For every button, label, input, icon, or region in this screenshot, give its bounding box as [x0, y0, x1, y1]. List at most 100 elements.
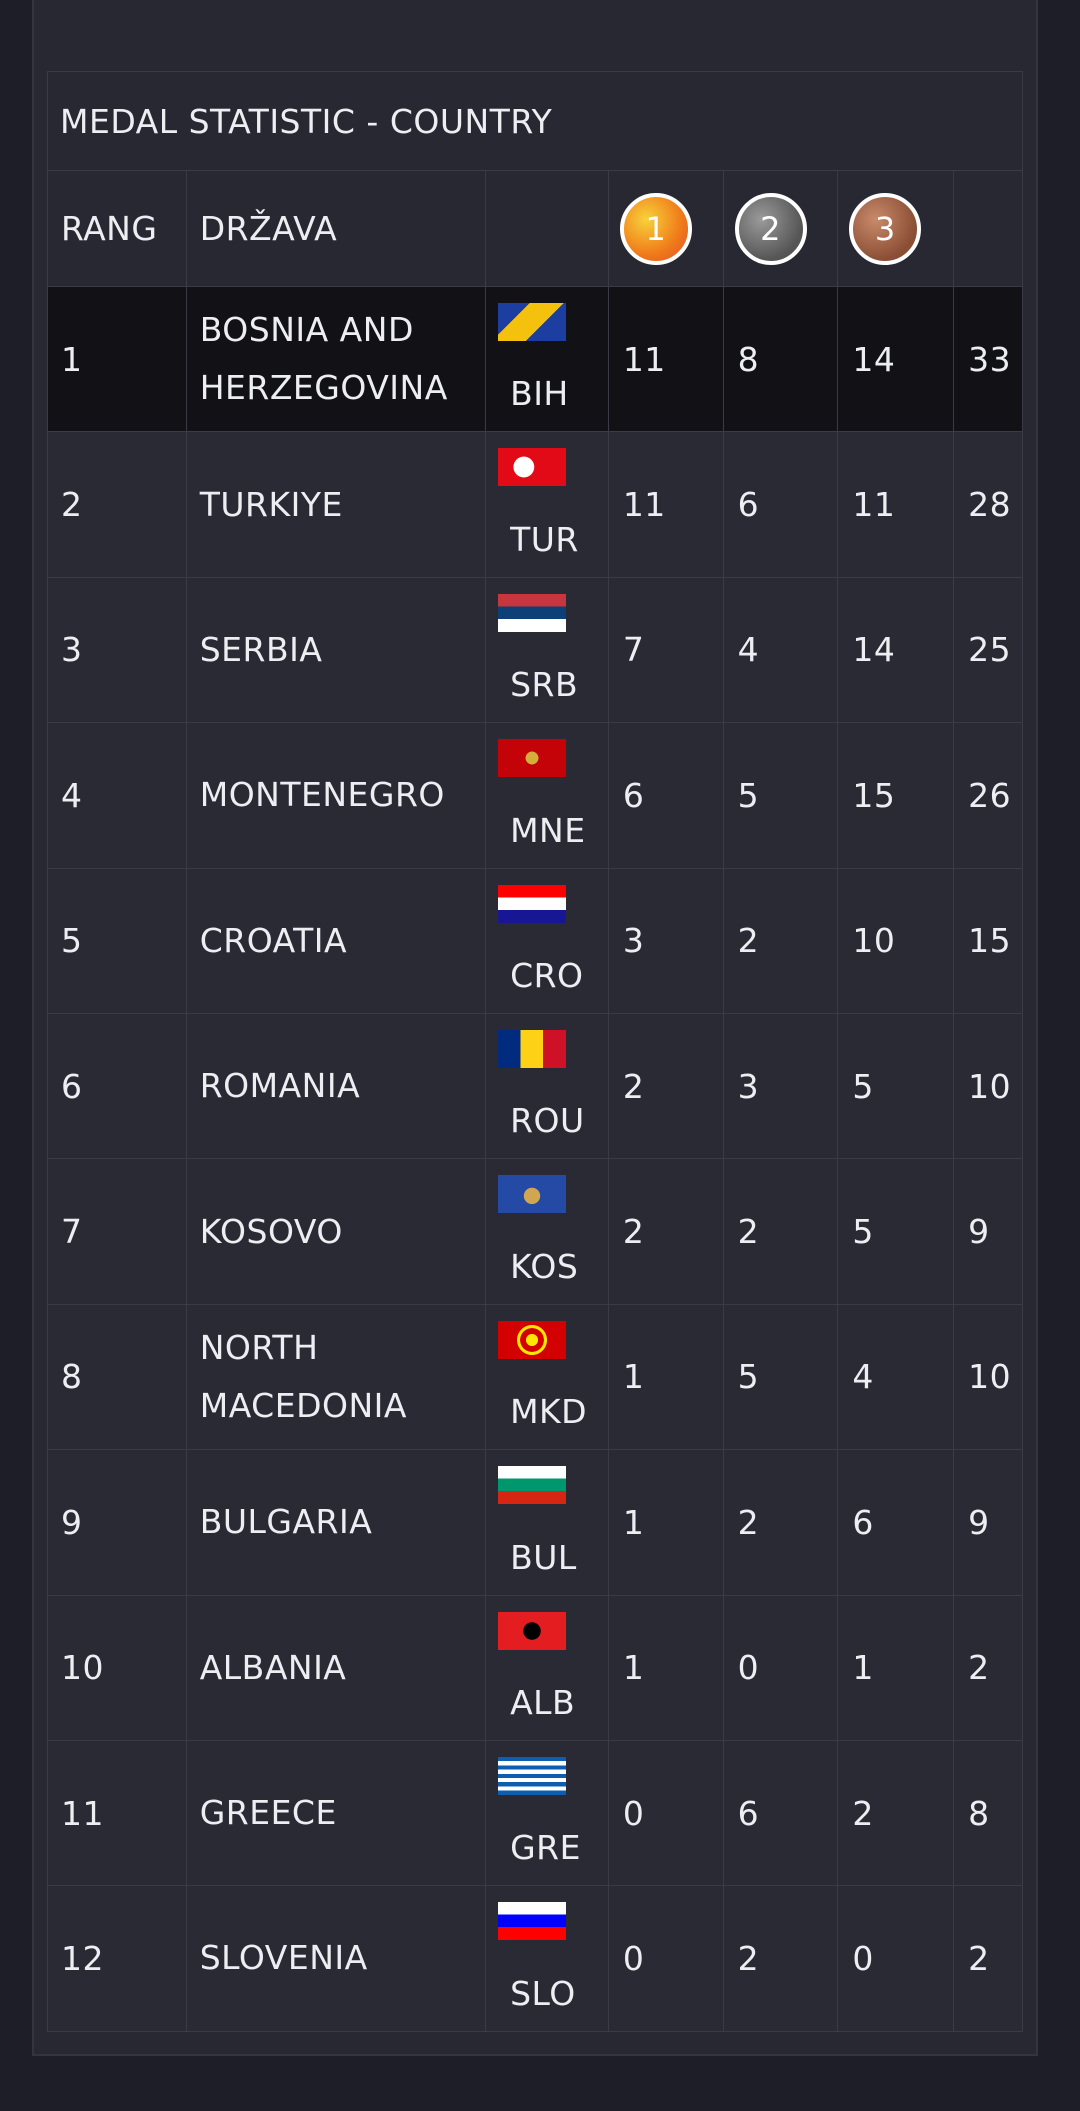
rank: 7: [48, 1159, 187, 1304]
flag-cell: CRO: [486, 868, 609, 1013]
medal-count: 8: [968, 1793, 990, 1833]
medal-count: 1: [609, 1450, 724, 1595]
medal-count: 26: [968, 775, 1012, 815]
medal-count: 4: [838, 1304, 955, 1450]
table-row: 7 KOSOVO KOS 2 2 5 9: [47, 1159, 1023, 1305]
header-row: RANG DRŽAVA 1 2 3: [47, 171, 1023, 287]
medal-count: 9: [968, 1212, 990, 1252]
country-code: BIH: [510, 374, 569, 414]
medal-count: 1: [838, 1595, 955, 1740]
country-name: KOSOVO: [187, 1159, 487, 1304]
flag-cell: BUL: [486, 1450, 609, 1595]
medal-table: MEDAL STATISTIC - COUNTRY RANG DRŽAVA 1 2 3 1…: [47, 71, 1023, 2032]
table-row: 1 BOSNIA AND HERZEGOVINA BIH 11 8 14 33: [47, 287, 1023, 433]
flag-cell: SRB: [486, 577, 609, 723]
country-code: MKD: [510, 1392, 588, 1432]
medal-icon: 2: [734, 192, 807, 265]
country-name: TURKIYE: [187, 432, 487, 577]
medal-count: 3: [724, 1013, 839, 1159]
header-cell: DRŽAVA: [187, 171, 487, 286]
header-cell: 1: [609, 171, 724, 286]
medal-count: 15: [968, 921, 1012, 961]
table-row: 5 CROATIA CRO 3 2 10 15: [47, 868, 1023, 1014]
country-name: ROMANIA: [187, 1013, 487, 1159]
medal-count: 2: [968, 1938, 990, 1978]
flag: [498, 739, 567, 778]
rank: 1: [48, 287, 187, 432]
country-code: MNE: [510, 810, 586, 850]
flag: [498, 1902, 567, 1941]
flag: [498, 1466, 567, 1505]
country-name: SLOVENIA: [187, 1886, 487, 2031]
medal-count: 6: [838, 1450, 955, 1595]
country-name: ALBANIA: [187, 1595, 487, 1740]
flag: [498, 1320, 567, 1359]
flag: [498, 303, 567, 341]
table-row: 4 MONTENEGRO MNE 6 5 15 26: [47, 723, 1023, 869]
rank: 10: [48, 1595, 187, 1740]
country-name: SERBIA: [187, 577, 487, 723]
medal-count: 1: [609, 1304, 724, 1450]
medal-count: 2: [724, 868, 839, 1013]
medal-count: 2: [724, 1450, 839, 1595]
medal-count: 5: [724, 723, 839, 868]
rank: 12: [48, 1886, 187, 2031]
flag: [498, 1029, 567, 1068]
medal-icon: 3: [849, 192, 922, 265]
flag: [498, 1611, 567, 1650]
medal-count: 14: [838, 287, 955, 432]
rank: 6: [48, 1013, 187, 1159]
header-cell: RANG: [48, 171, 187, 286]
header-cell: 3: [838, 171, 955, 286]
medal-count: 15: [838, 723, 955, 868]
header-cell: [486, 171, 609, 286]
country-code: ROU: [510, 1101, 585, 1141]
flag-cell: SLO: [486, 1886, 609, 2031]
table-row: 12 SLOVENIA SLO 0 2 0 2: [47, 1886, 1023, 2032]
country-name: GREECE: [187, 1740, 487, 1886]
rank: 9: [48, 1450, 187, 1595]
medal-count: 14: [838, 577, 955, 723]
flag: [498, 884, 567, 923]
flag: [498, 1756, 567, 1795]
flag: [498, 448, 567, 487]
medal-count: 7: [609, 577, 724, 723]
header-cell: 2: [724, 171, 839, 286]
medal-count: 2: [838, 1740, 955, 1886]
table-row: 11 GREECE GRE 0 6 2 8: [47, 1740, 1023, 1887]
flag-cell: KOS: [486, 1159, 609, 1304]
medal-count: 1: [609, 1595, 724, 1740]
rank: 3: [48, 577, 187, 723]
medal-count: 11: [609, 432, 724, 577]
medal-count: 28: [968, 485, 1012, 525]
medal-count: 5: [838, 1159, 955, 1304]
medal-count: 0: [838, 1886, 955, 2031]
rank: 8: [48, 1304, 187, 1450]
table-row: 2 TURKIYE TUR 11 6 11 28: [47, 432, 1023, 578]
medal-count: 4: [724, 577, 839, 723]
medal-count: 2: [609, 1013, 724, 1159]
rank: 11: [48, 1740, 187, 1886]
medal-count: 9: [968, 1502, 990, 1542]
medal-icon: 1: [619, 192, 692, 265]
medal-count: 11: [609, 287, 724, 432]
medal-count: 8: [724, 287, 839, 432]
flag-cell: ALB: [486, 1595, 609, 1740]
country-code: CRO: [510, 955, 584, 995]
medal-count: 0: [609, 1886, 724, 2031]
flag-cell: GRE: [486, 1740, 609, 1886]
header-cell: [954, 171, 1022, 286]
table-row: 8 NORTH MACEDONIA MKD 1 5 4 10: [47, 1304, 1023, 1451]
rank: 5: [48, 868, 187, 1013]
country-name: MONTENEGRO: [187, 723, 487, 868]
medal-count: 5: [838, 1013, 955, 1159]
table-row: 6 ROMANIA ROU 2 3 5 10: [47, 1013, 1023, 1160]
medal-count: 2: [724, 1886, 839, 2031]
flag-cell: TUR: [486, 432, 609, 577]
medal-count: 6: [724, 1740, 839, 1886]
flag-cell: MKD: [486, 1304, 609, 1450]
medal-count: 6: [724, 432, 839, 577]
flag: [498, 1175, 567, 1214]
medal-count: 25: [968, 630, 1012, 670]
